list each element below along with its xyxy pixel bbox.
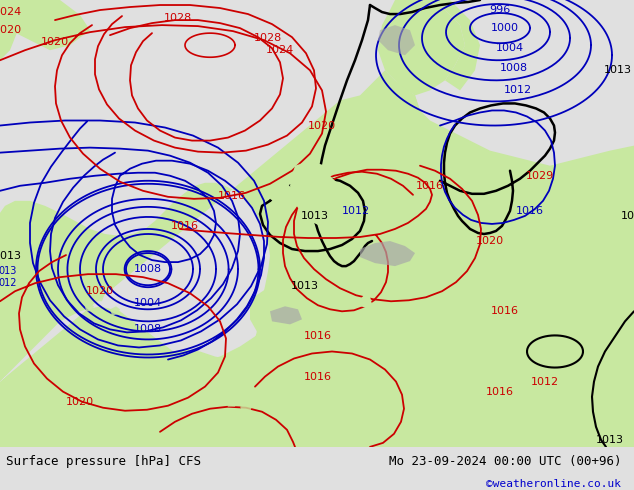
Polygon shape — [0, 364, 634, 447]
Text: 1012: 1012 — [531, 377, 559, 387]
Text: 1008: 1008 — [134, 264, 162, 274]
Text: 1016: 1016 — [218, 191, 246, 201]
Text: 1020: 1020 — [0, 25, 22, 35]
Text: 1016: 1016 — [516, 206, 544, 216]
Polygon shape — [0, 0, 20, 60]
Polygon shape — [0, 70, 634, 447]
Text: 1029: 1029 — [526, 171, 554, 181]
Polygon shape — [366, 306, 378, 319]
Text: 1028: 1028 — [254, 33, 282, 43]
Text: 1016: 1016 — [171, 221, 199, 231]
Text: ©weatheronline.co.uk: ©weatheronline.co.uk — [486, 479, 621, 489]
Polygon shape — [378, 0, 465, 96]
Polygon shape — [85, 303, 94, 311]
Text: 1020: 1020 — [66, 397, 94, 407]
Text: 1004: 1004 — [496, 43, 524, 53]
Text: 1024: 1024 — [0, 7, 22, 17]
Text: 1013: 1013 — [0, 251, 22, 261]
Polygon shape — [225, 399, 237, 407]
Text: 1012: 1012 — [504, 85, 532, 96]
Polygon shape — [250, 279, 325, 346]
Text: 013: 013 — [0, 266, 17, 276]
Polygon shape — [0, 0, 90, 50]
Polygon shape — [95, 293, 104, 301]
Text: 1013: 1013 — [291, 281, 319, 291]
Text: 1024: 1024 — [266, 45, 294, 55]
Text: 1013: 1013 — [301, 211, 329, 221]
Text: 1000: 1000 — [491, 23, 519, 33]
Polygon shape — [378, 25, 415, 55]
Text: 1016: 1016 — [491, 306, 519, 317]
Polygon shape — [360, 241, 415, 266]
Text: 1016: 1016 — [304, 371, 332, 382]
Text: 1028: 1028 — [164, 13, 192, 23]
Text: 1008: 1008 — [134, 324, 162, 334]
Text: 1016: 1016 — [486, 387, 514, 396]
Polygon shape — [352, 326, 378, 344]
Text: 1016: 1016 — [304, 331, 332, 342]
Text: 1012: 1012 — [342, 206, 370, 216]
Text: 10: 10 — [621, 211, 634, 221]
Polygon shape — [420, 0, 480, 90]
Text: 1020: 1020 — [86, 286, 114, 296]
Text: 1016: 1016 — [416, 181, 444, 191]
Polygon shape — [270, 181, 292, 206]
Text: 1013: 1013 — [604, 65, 632, 75]
Text: 1020: 1020 — [41, 37, 69, 47]
Text: 1020: 1020 — [476, 236, 504, 246]
Text: 1013: 1013 — [596, 435, 624, 445]
Polygon shape — [240, 404, 252, 413]
Polygon shape — [290, 161, 345, 226]
Text: 1004: 1004 — [134, 298, 162, 308]
Text: Surface pressure [hPa] CFS: Surface pressure [hPa] CFS — [6, 456, 202, 468]
Text: 996: 996 — [489, 5, 510, 15]
Polygon shape — [270, 306, 302, 324]
Text: 1008: 1008 — [500, 63, 528, 74]
Text: 1020: 1020 — [308, 121, 336, 130]
Polygon shape — [110, 306, 120, 316]
Polygon shape — [360, 294, 372, 308]
Polygon shape — [375, 85, 420, 121]
Text: 012: 012 — [0, 278, 17, 288]
Text: Mo 23-09-2024 00:00 UTC (00+96): Mo 23-09-2024 00:00 UTC (00+96) — [389, 456, 621, 468]
